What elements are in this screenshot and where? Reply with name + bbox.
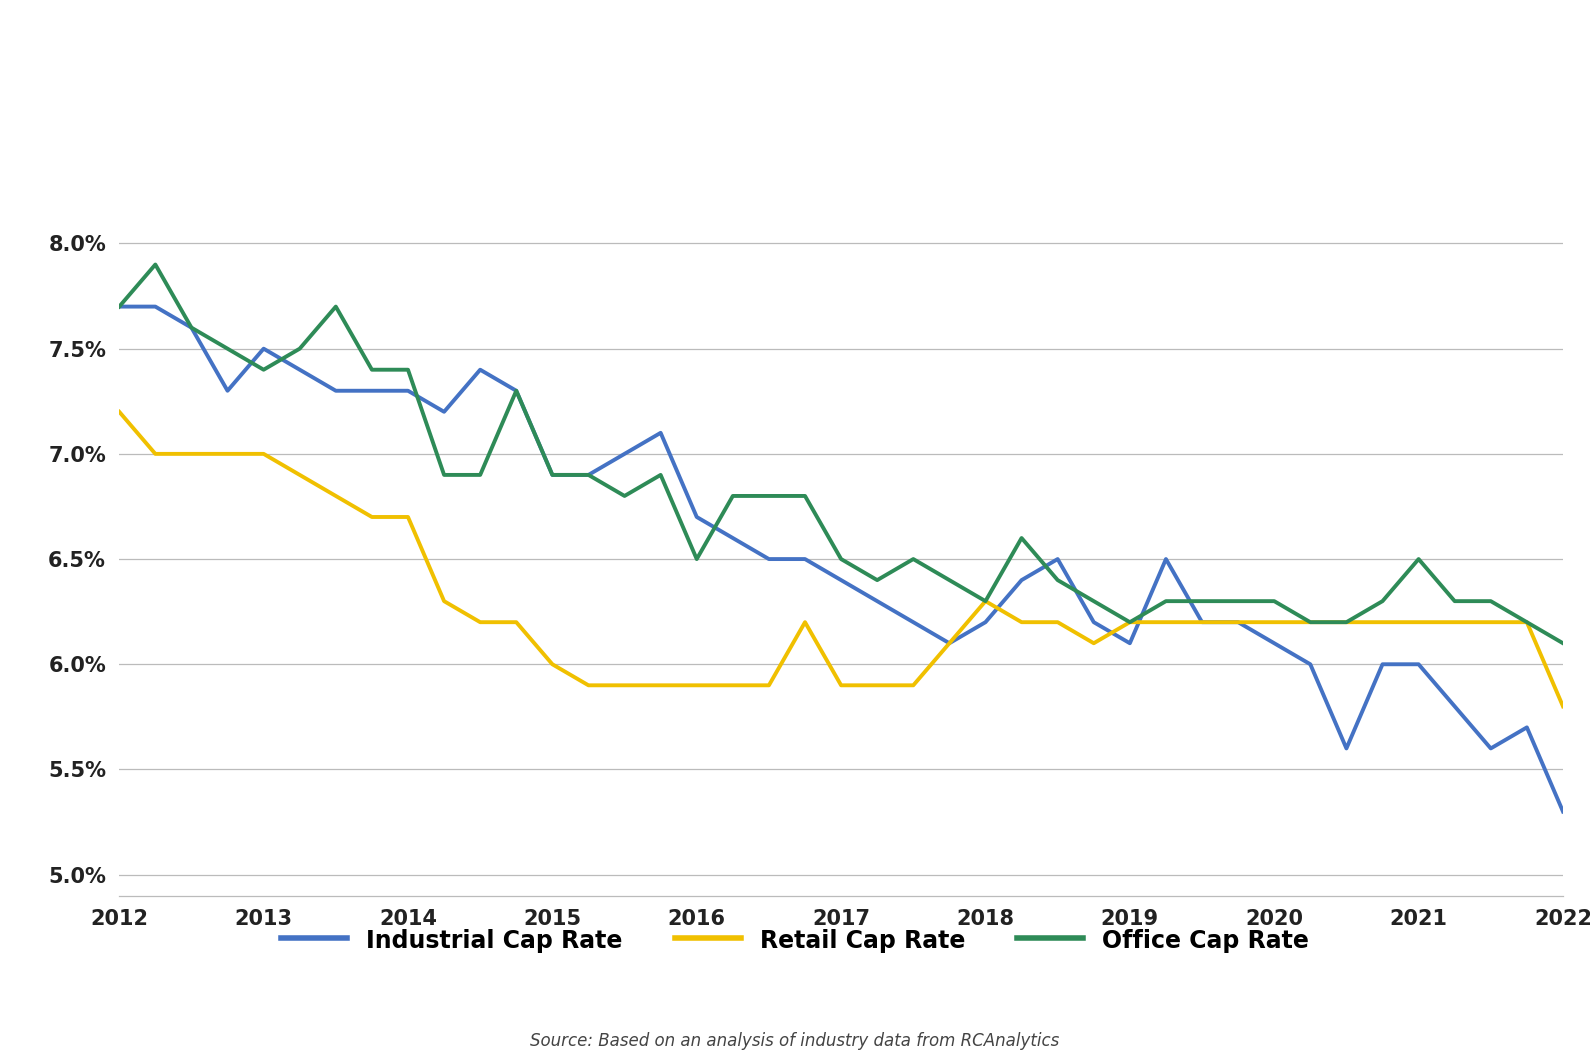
Text: Sale/Leaseback Cap Rates: Sale/Leaseback Cap Rates — [283, 52, 1307, 120]
Text: Source: Based on an analysis of industry data from RCAnalytics: Source: Based on an analysis of industry… — [531, 1032, 1059, 1049]
Legend: Industrial Cap Rate, Retail Cap Rate, Office Cap Rate: Industrial Cap Rate, Retail Cap Rate, Of… — [272, 919, 1318, 962]
